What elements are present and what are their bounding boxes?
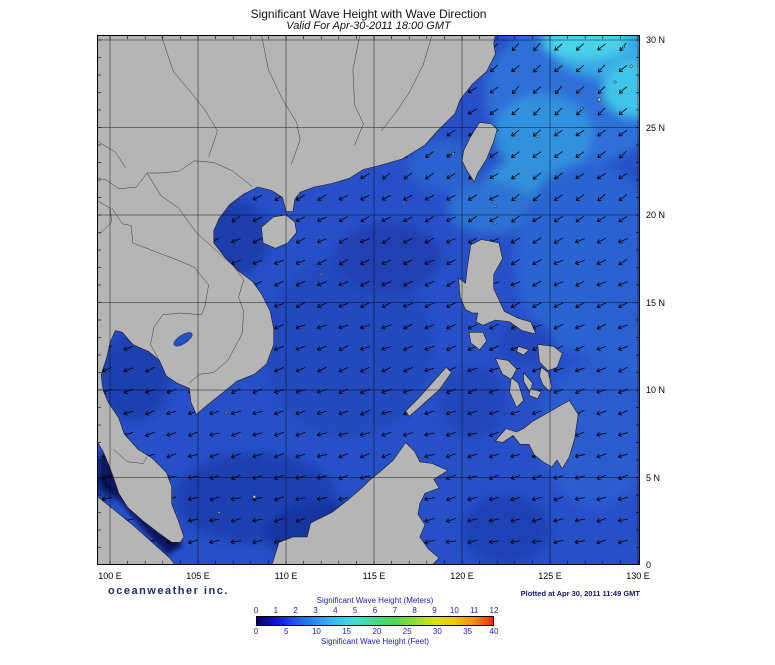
feet-tick: 35 bbox=[463, 627, 473, 636]
feet-tick: 15 bbox=[342, 627, 352, 636]
colorbar-gradient bbox=[256, 616, 494, 626]
meters-tick: 4 bbox=[333, 606, 338, 615]
meters-tick: 5 bbox=[352, 606, 358, 615]
map-container bbox=[97, 35, 640, 565]
lon-label: 125 E bbox=[538, 571, 562, 581]
map-frame bbox=[97, 35, 640, 565]
feet-tick: 10 bbox=[311, 627, 321, 636]
meters-tick: 9 bbox=[432, 606, 437, 615]
meters-tick: 7 bbox=[392, 606, 398, 615]
small-islands bbox=[217, 45, 633, 514]
significant-wave-height-map bbox=[97, 35, 640, 565]
plotted-timestamp: Plotted at Apr 30, 2011 11:49 GMT bbox=[520, 589, 640, 598]
lat-label: 25 N bbox=[646, 122, 666, 133]
land-masses bbox=[97, 35, 579, 565]
lon-label: 130 E bbox=[626, 571, 650, 581]
lat-label: 30 N bbox=[646, 35, 666, 45]
meters-tick: 2 bbox=[293, 606, 298, 615]
lon-label: 100 E bbox=[98, 571, 122, 581]
feet-tick: 0 bbox=[253, 627, 259, 636]
lat-label: 5 N bbox=[646, 472, 661, 483]
lon-label: 110 E bbox=[274, 571, 298, 581]
meters-tick: 0 bbox=[253, 606, 259, 615]
colorbar-meters-ticks: 0 1 2 3 4 5 6 7 8 9 10 11 12 bbox=[253, 606, 499, 616]
lon-label: 115 E bbox=[362, 571, 386, 581]
lon-label: 120 E bbox=[450, 571, 474, 581]
meters-tick: 6 bbox=[372, 606, 378, 615]
feet-tick: 20 bbox=[372, 627, 382, 636]
meters-tick: 10 bbox=[449, 606, 459, 615]
feet-tick: 25 bbox=[402, 627, 412, 636]
meters-tick: 11 bbox=[470, 606, 479, 615]
lon-label: 105 E bbox=[186, 571, 210, 581]
lat-label: 10 N bbox=[646, 385, 666, 395]
meters-tick: 3 bbox=[313, 606, 318, 615]
feet-tick: 30 bbox=[432, 627, 442, 636]
colorbar-meters-label: Significant Wave Height (Meters) bbox=[316, 596, 434, 605]
colorbar-feet-ticks: 0 5 10 15 20 25 30 35 40 bbox=[253, 627, 499, 637]
valid-time-subtitle: Valid For Apr-30-2011 18:00 GMT bbox=[286, 20, 451, 32]
lat-label: 20 N bbox=[646, 210, 666, 220]
feet-tick: 5 bbox=[283, 627, 289, 636]
lat-label: 0 bbox=[646, 560, 652, 570]
meters-tick: 1 bbox=[273, 606, 279, 615]
page-title: Significant Wave Height with Wave Direct… bbox=[250, 7, 487, 21]
colorbar-feet-label: Significant Wave Height (Feet) bbox=[320, 637, 430, 646]
lake bbox=[173, 332, 193, 347]
lat-label: 15 N bbox=[646, 297, 666, 308]
feet-tick: 40 bbox=[489, 627, 499, 636]
graticule bbox=[97, 35, 640, 565]
oceanweather-logo-text: oceanweather inc. bbox=[108, 585, 229, 597]
meters-tick: 12 bbox=[489, 606, 499, 615]
meters-tick: 8 bbox=[412, 606, 417, 615]
wave-height-field bbox=[97, 35, 640, 565]
